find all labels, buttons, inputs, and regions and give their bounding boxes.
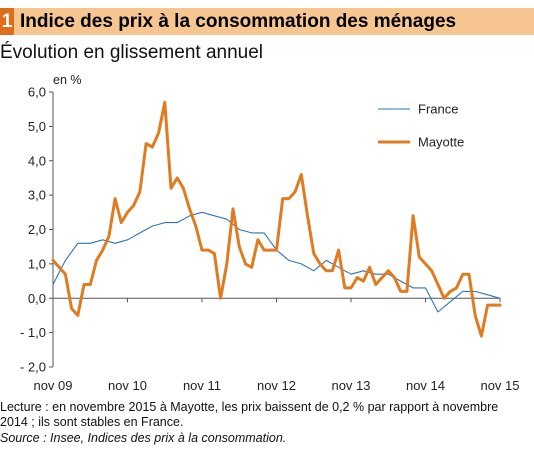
x-tick-label: nov 09 [33,378,72,393]
y-tick-label: 0,0 [28,291,46,306]
tick-labels: - 2,0 - 1,0 0,0 1,0 2,0 3,0 4,0 5,0 6,0 nov 09 nov… [20,85,520,394]
series-lines [51,100,502,338]
legend: France Mayotte [378,102,464,150]
y-tick-label: 2,0 [28,222,46,237]
y-tick-label: 1,0 [28,256,46,271]
lecture-note-line-2: 2014 ; ils sont stables en France. [0,415,184,429]
y-unit-label: en % [53,73,82,87]
series-line-mayotte [51,100,502,338]
y-tick-label: 4,0 [28,153,46,168]
x-tick-label: nov 14 [406,378,445,393]
y-tick-label: - 1,0 [20,325,46,340]
legend-label-mayotte: Mayotte [418,135,464,150]
x-tick-label: nov 13 [331,378,370,393]
axes [49,91,501,368]
y-tick-label: 6,0 [28,85,46,100]
legend-label-france: France [418,102,458,117]
series-line-france [52,211,501,313]
source-note: Source : Insee, Indices des prix à la co… [0,431,287,445]
x-tick-label: nov 12 [257,378,296,393]
x-tick-label: nov 10 [108,378,147,393]
figure-subtitle: Évolution en glissement annuel [0,42,264,63]
lecture-note-line-1: Lecture : en novembre 2015 à Mayotte, le… [0,400,499,414]
figure-number: 1 [0,8,14,35]
x-tick-label: nov 11 [183,378,221,393]
figure-title: Indice des prix à la consommation des mé… [20,11,457,32]
y-tick-label: - 2,0 [20,360,46,375]
y-tick-label: 5,0 [28,119,46,134]
x-tick-label: nov 15 [480,378,519,393]
figure-title-bar: 1 Indice des prix à la consommation des … [0,8,534,35]
y-tick-label: 3,0 [28,188,46,203]
